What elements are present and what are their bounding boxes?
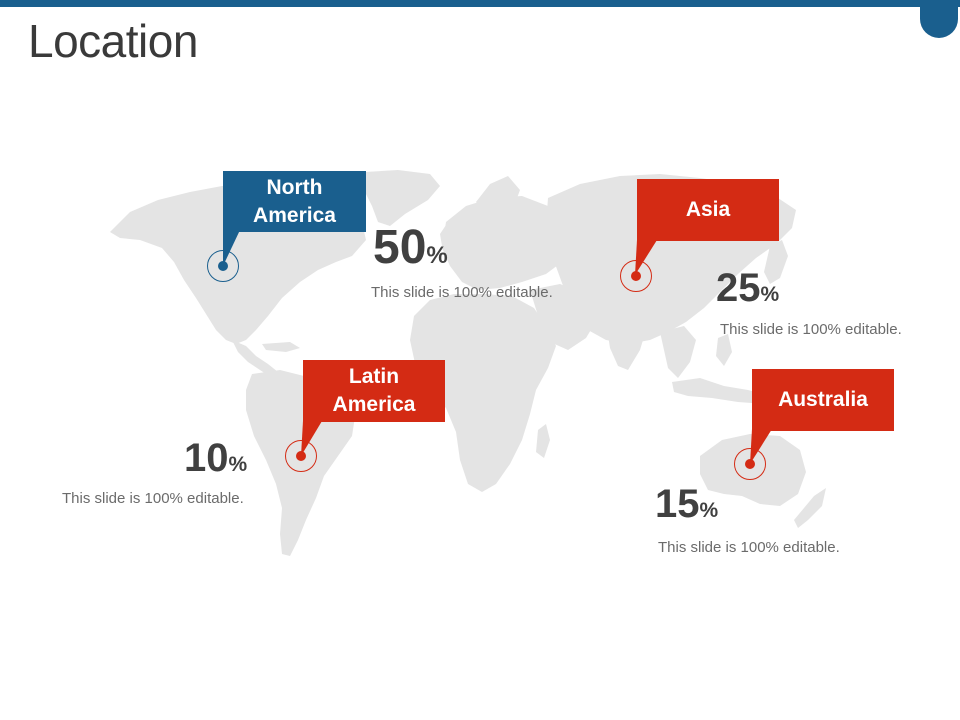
- marker-australia: [734, 448, 766, 480]
- flag-asia-label: Asia: [685, 198, 731, 221]
- map-scandinavia: [476, 176, 520, 214]
- flag-north-america-line2: America: [253, 203, 336, 227]
- map-central-america: [232, 340, 278, 378]
- top-accent-bar: [0, 0, 960, 7]
- stat-australia: 15%: [655, 482, 718, 527]
- corner-tab-decoration: [920, 0, 958, 38]
- flag-asia: Asia: [637, 179, 779, 241]
- map-greenland: [364, 170, 440, 226]
- flag-latin-america-line2: America: [332, 393, 416, 416]
- stat-australia-unit: %: [699, 499, 719, 522]
- flag-latin-america: Latin America: [303, 360, 445, 422]
- map-madagascar: [536, 424, 550, 458]
- map-philippines: [716, 334, 732, 366]
- desc-asia: This slide is 100% editable.: [720, 321, 902, 338]
- stat-north-america-unit: %: [426, 242, 448, 269]
- stat-australia-value: 15: [655, 482, 700, 526]
- map-india: [606, 320, 646, 370]
- map-indonesia: [672, 378, 770, 404]
- stat-north-america-value: 50: [373, 221, 427, 274]
- desc-latin-america: This slide is 100% editable.: [62, 490, 244, 507]
- map-uk: [440, 222, 456, 246]
- stat-asia-value: 25: [716, 266, 761, 310]
- stat-asia-unit: %: [760, 283, 780, 306]
- stat-latin-america-unit: %: [228, 453, 248, 476]
- flag-australia-label: Australia: [778, 388, 868, 411]
- map-caribbean: [262, 342, 300, 352]
- stat-latin-america-value: 10: [184, 436, 229, 480]
- flag-australia: Australia: [752, 369, 894, 431]
- stat-latin-america: 10%: [184, 436, 247, 481]
- marker-asia: [620, 260, 652, 292]
- stat-asia: 25%: [716, 266, 779, 311]
- stat-north-america: 50%: [373, 220, 448, 275]
- map-africa: [410, 294, 556, 492]
- map-southeast-asia: [660, 326, 696, 378]
- marker-latin-america: [285, 440, 317, 472]
- flag-latin-america-line1: Latin: [348, 365, 400, 388]
- desc-north-america: This slide is 100% editable.: [371, 284, 553, 301]
- map-japan: [764, 240, 788, 284]
- marker-australia-dot: [745, 459, 755, 469]
- marker-asia-dot: [631, 271, 641, 281]
- marker-north-america-dot: [218, 261, 228, 271]
- desc-australia: This slide is 100% editable.: [658, 539, 840, 556]
- flag-north-america-line1: North: [266, 175, 323, 199]
- flag-north-america: North America: [223, 171, 366, 232]
- marker-north-america: [207, 250, 239, 282]
- map-europe: [442, 196, 572, 290]
- map-new-zealand: [794, 488, 826, 528]
- marker-latin-america-dot: [296, 451, 306, 461]
- page-title: Location: [28, 15, 198, 67]
